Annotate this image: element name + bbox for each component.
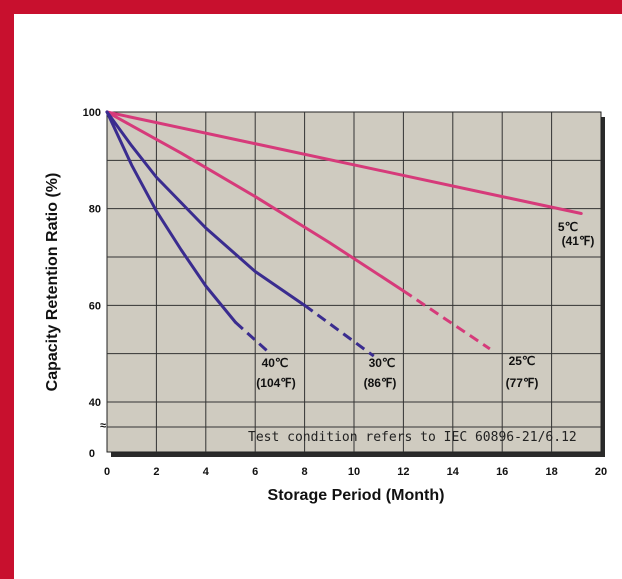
y-tick-zero: 0 (89, 448, 95, 460)
y-axis-break: ≈ (100, 420, 106, 432)
series-label-30c-f: (86℉) (364, 376, 397, 390)
x-axis-label: Storage Period (Month) (268, 487, 445, 504)
series-label-40c: 40℃ (262, 356, 289, 370)
y-tick-label: 80 (89, 204, 101, 216)
y-tick-label: 60 (89, 300, 101, 312)
x-tick-label: 10 (348, 466, 360, 478)
test-condition-annotation: Test condition refers to IEC 60896-21/6.… (248, 430, 577, 445)
series-lines (105, 110, 583, 358)
series-label-25c: 25℃ (509, 354, 536, 368)
tick-labels: 0 2 4 6 8 10 12 14 16 18 20 100 80 60 40 (83, 107, 607, 478)
series-line (105, 110, 237, 324)
series-label-5c: 5℃ (558, 220, 578, 234)
series-label-40c-f: (104℉) (256, 376, 295, 390)
x-tick-label: 6 (252, 466, 258, 478)
series-line (105, 110, 583, 215)
x-tick-label: 2 (153, 466, 159, 478)
series-line (105, 110, 405, 293)
x-tick-label: 8 (302, 466, 308, 478)
series-label-5c-f: (41℉) (562, 234, 595, 248)
y-axis-label: Capacity Retention Ratio (%) (44, 173, 61, 392)
x-tick-label: 18 (545, 466, 557, 478)
x-tick-label: 20 (595, 466, 607, 478)
x-tick-label: 14 (447, 466, 460, 478)
x-tick-label: 12 (397, 466, 409, 478)
series-line (105, 110, 307, 307)
series-label-25c-f: (77℉) (506, 376, 539, 390)
y-tick-label: 100 (83, 107, 101, 119)
x-tick-label: 16 (496, 466, 508, 478)
series-label-30c: 30℃ (369, 356, 396, 370)
series-line-dashed (303, 304, 375, 358)
series-line-dashed (234, 321, 269, 353)
series-line-dashed (402, 289, 491, 351)
x-tick-label: 0 (104, 466, 110, 478)
x-tick-label: 4 (203, 466, 210, 478)
y-tick-label: 40 (89, 397, 101, 409)
